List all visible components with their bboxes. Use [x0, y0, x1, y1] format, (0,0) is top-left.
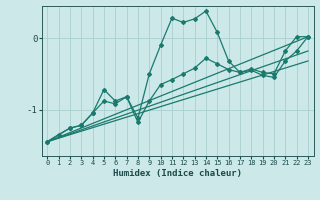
X-axis label: Humidex (Indice chaleur): Humidex (Indice chaleur) — [113, 169, 242, 178]
